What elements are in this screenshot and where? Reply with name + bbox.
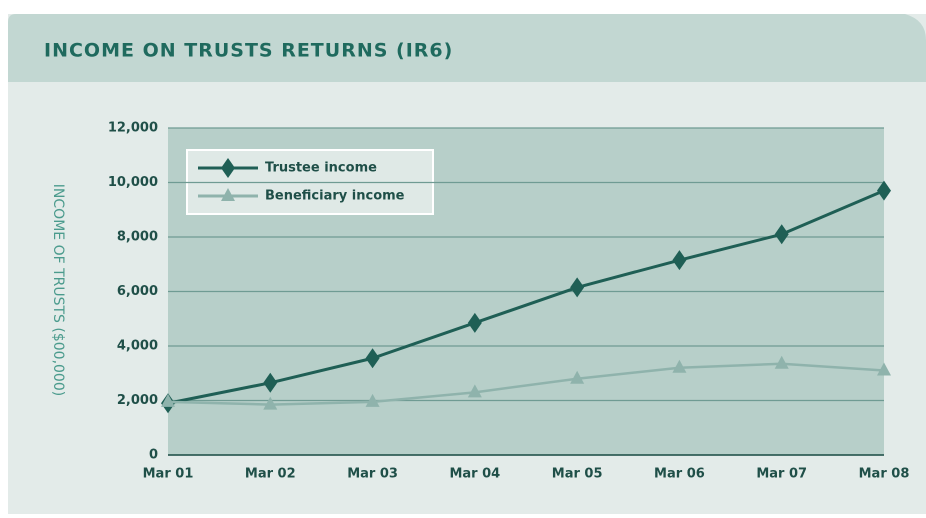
y-tick-label: 10,000 bbox=[108, 175, 158, 190]
x-tick-label: Mar 01 bbox=[143, 467, 194, 482]
x-tick-label: Mar 07 bbox=[756, 467, 807, 482]
x-tick-label: Mar 06 bbox=[654, 467, 705, 482]
x-tick-label: Mar 02 bbox=[245, 467, 296, 482]
y-tick-label: 0 bbox=[149, 448, 158, 463]
point bbox=[774, 224, 789, 245]
y-tick-label: 6,000 bbox=[117, 284, 158, 299]
x-tick-label: Mar 08 bbox=[859, 467, 910, 482]
x-tick-label: Mar 03 bbox=[347, 467, 398, 482]
point bbox=[774, 355, 789, 369]
point bbox=[467, 312, 482, 333]
series-line bbox=[167, 362, 885, 406]
point bbox=[570, 277, 585, 298]
x-tick-label: Mar 04 bbox=[449, 467, 500, 482]
y-axis-label: INCOME OF TRUSTS ($00,000) bbox=[50, 184, 66, 396]
legend-label: Trustee income bbox=[265, 161, 377, 176]
point bbox=[570, 370, 585, 384]
legend-marker bbox=[221, 158, 235, 178]
point bbox=[365, 393, 380, 407]
point bbox=[161, 393, 175, 407]
point bbox=[263, 372, 278, 393]
y-tick-label: 2,000 bbox=[117, 393, 158, 408]
point bbox=[467, 384, 482, 398]
point bbox=[263, 396, 278, 410]
legend-marker bbox=[221, 188, 235, 201]
legend-label: Beneficiary income bbox=[265, 189, 405, 204]
series-line bbox=[167, 189, 885, 405]
chart-title: INCOME ON TRUSTS RETURNS (IR6) bbox=[44, 40, 453, 62]
point bbox=[672, 250, 687, 271]
y-tick-label: 4,000 bbox=[117, 339, 158, 354]
point bbox=[365, 348, 380, 369]
header-band bbox=[8, 14, 926, 82]
x-tick-label: Mar 05 bbox=[552, 467, 603, 482]
point bbox=[877, 362, 891, 376]
y-tick-label: 12,000 bbox=[108, 121, 158, 136]
point bbox=[672, 359, 687, 373]
point bbox=[877, 180, 891, 201]
y-tick-label: 8,000 bbox=[117, 230, 158, 245]
